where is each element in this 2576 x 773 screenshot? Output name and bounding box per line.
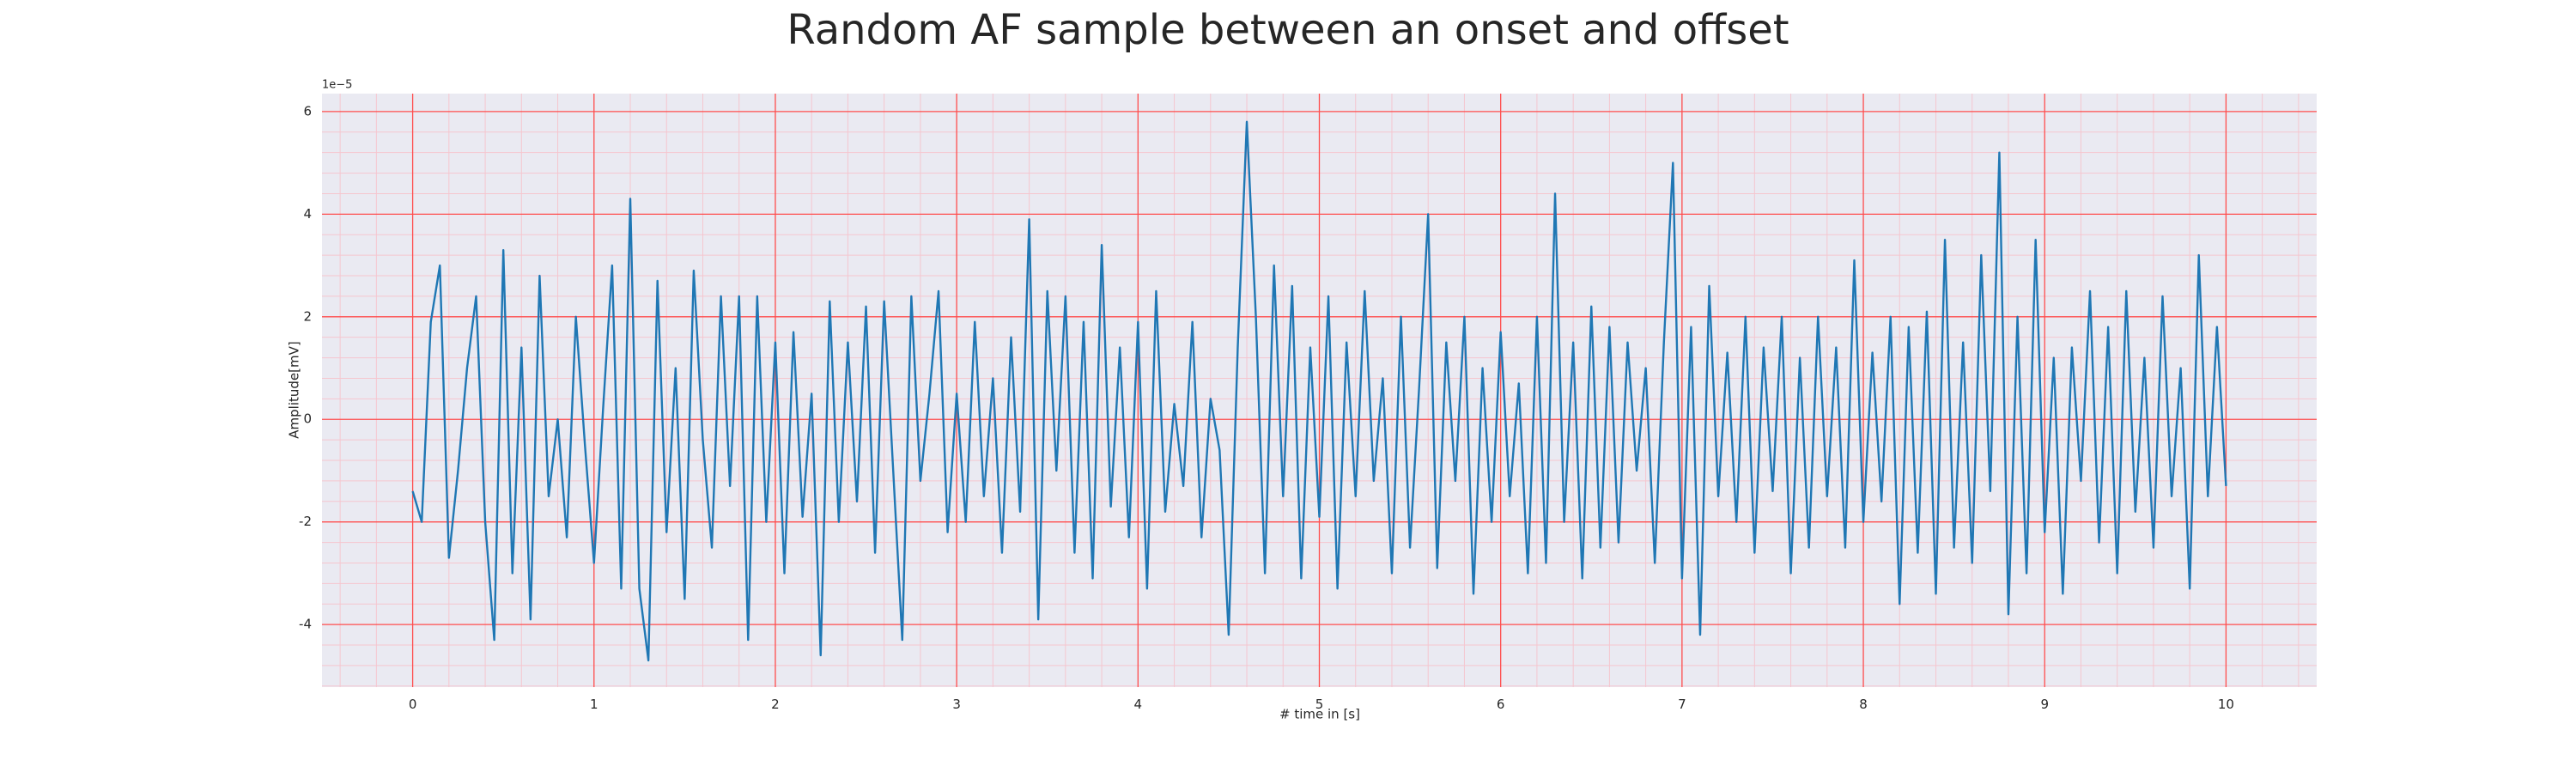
- grid: [322, 94, 2317, 687]
- y-axis-label: Amplitude[mV]: [287, 341, 302, 438]
- x-tick-label: 5: [1315, 697, 1324, 712]
- y-tick-label: 4: [303, 206, 312, 222]
- x-tick-label: 3: [952, 697, 961, 712]
- y-tick-label: -4: [299, 617, 312, 632]
- y-tick-label: 6: [303, 103, 312, 119]
- x-axis-label: # time in [s]: [1279, 707, 1360, 722]
- x-tick-label: 6: [1497, 697, 1505, 712]
- x-tick-label: 8: [1859, 697, 1868, 712]
- y-tick-label: 0: [303, 411, 312, 427]
- x-tick-label: 7: [1678, 697, 1686, 712]
- chart-title: Random AF sample between an onset and of…: [787, 6, 1789, 54]
- y-offset-label: 1e−5: [322, 79, 352, 92]
- x-tick-label: 0: [409, 697, 417, 712]
- y-tick-label: 2: [303, 308, 312, 324]
- x-tick-label: 4: [1134, 697, 1143, 712]
- x-tick-label: 2: [771, 697, 780, 712]
- y-tick-label: -2: [299, 514, 312, 529]
- x-tick-label: 9: [2040, 697, 2049, 712]
- x-tick-label: 1: [590, 697, 598, 712]
- data-line: [411, 120, 2227, 662]
- x-tick-label: 10: [2218, 697, 2234, 712]
